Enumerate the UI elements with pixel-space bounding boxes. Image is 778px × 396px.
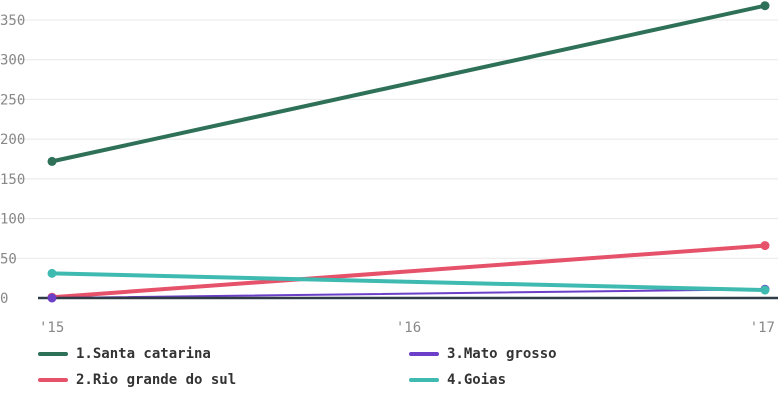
legend-swatch-santa-catarina: [38, 352, 68, 356]
data-point[interactable]: [760, 285, 770, 295]
x-axis-ticks: '15 '16 '17: [39, 320, 775, 336]
y-tick-label: 0: [0, 291, 8, 307]
legend-item-goias[interactable]: 4.Goias: [409, 372, 506, 388]
series-lines: [50, 3, 767, 300]
series-points: [47, 1, 770, 303]
gridlines: [0, 19, 778, 259]
legend-label: 1.Santa catarina: [76, 346, 211, 362]
legend-swatch-goias: [409, 378, 439, 382]
legend-item-santa-catarina[interactable]: 1.Santa catarina: [38, 346, 211, 362]
y-tick-label: 50: [0, 251, 17, 267]
x-tick-label: '16: [396, 320, 421, 336]
legend-label: 2.Rio grande do sul: [76, 372, 237, 388]
data-point[interactable]: [47, 268, 57, 278]
x-tick-label: '15: [39, 320, 64, 336]
series-line: [50, 243, 767, 300]
y-tick-label: 350: [0, 13, 25, 29]
x-tick-label: '17: [750, 320, 775, 336]
y-tick-label: 300: [0, 53, 25, 69]
data-point[interactable]: [47, 293, 57, 303]
legend-item-rio-grande-do-sul[interactable]: 2.Rio grande do sul: [38, 372, 236, 388]
legend-label: 4.Goias: [447, 372, 507, 388]
y-tick-label: 150: [0, 172, 25, 188]
y-axis-ticks: 0 50 100 150 200 250 300 350: [0, 13, 25, 307]
data-point[interactable]: [760, 241, 770, 251]
y-tick-label: 250: [0, 92, 25, 108]
legend-swatch-mato-grosso: [409, 352, 439, 356]
data-point[interactable]: [760, 1, 770, 11]
y-tick-label: 200: [0, 132, 25, 148]
line-chart: 0 50 100 150 200 250 300 350 '15 '16 '17: [0, 1, 778, 336]
series-line: [50, 271, 767, 293]
legend-swatch-rio-grande-do-sul: [38, 378, 68, 382]
legend-item-mato-grosso[interactable]: 3.Mato grosso: [409, 346, 557, 362]
legend-label: 3.Mato grosso: [447, 346, 557, 362]
y-tick-label: 100: [0, 212, 25, 228]
data-point[interactable]: [47, 156, 57, 166]
series-line: [51, 288, 766, 299]
series-line: [50, 3, 767, 164]
